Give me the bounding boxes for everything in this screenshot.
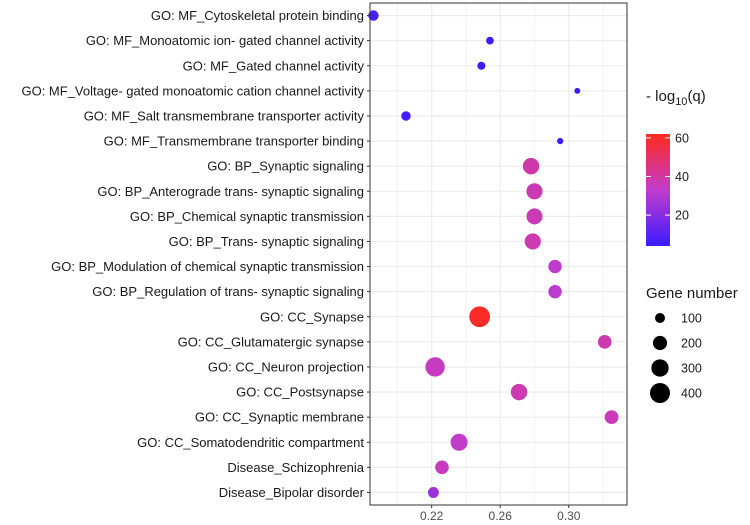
y-tick-label: GO: CC_Neuron projection bbox=[208, 359, 364, 374]
color-bar-ticks: 20 40 60 bbox=[646, 131, 689, 223]
plot-panel bbox=[370, 3, 627, 505]
y-tick-label: GO: MF_Voltage- gated monoatomic cation … bbox=[21, 83, 364, 98]
data-point bbox=[597, 335, 612, 349]
x-axis-ticks: 0.22 0.26 0.30 bbox=[420, 505, 581, 523]
color-bar-tick-label: 20 bbox=[675, 209, 689, 223]
y-tick-label: GO: MF_Cytoskeletal protein binding bbox=[151, 8, 364, 23]
data-point bbox=[450, 433, 468, 451]
y-tick-label: GO: BP_Modulation of chemical synaptic t… bbox=[51, 259, 364, 274]
grid-lines bbox=[370, 3, 627, 505]
x-tick-label: 0.22 bbox=[420, 509, 444, 523]
y-tick-label: GO: MF_Transmembrane transporter binding bbox=[104, 134, 364, 149]
size-legend-point bbox=[652, 335, 668, 351]
data-point bbox=[469, 306, 491, 328]
size-legend-point bbox=[655, 313, 665, 323]
data-point bbox=[526, 183, 543, 200]
data-point bbox=[522, 157, 540, 175]
y-tick-label: GO: BP_Trans- synaptic signaling bbox=[169, 234, 364, 249]
color-legend: - log10(q) 20 40 60 bbox=[646, 88, 706, 246]
x-tick-label: 0.30 bbox=[557, 509, 581, 523]
y-tick-label: GO: CC_Postsynapse bbox=[236, 385, 364, 400]
y-tick-label: GO: CC_Synaptic membrane bbox=[195, 410, 364, 425]
size-legend-label: 300 bbox=[681, 362, 702, 376]
data-point bbox=[557, 137, 564, 145]
size-legend-label: 400 bbox=[681, 387, 702, 401]
y-tick-label: GO: BP_Synaptic signaling bbox=[207, 159, 364, 174]
data-point bbox=[604, 410, 619, 425]
size-legend-point bbox=[651, 359, 669, 377]
data-point bbox=[427, 486, 439, 498]
size-legend: Gene number 100 200 300 400 bbox=[646, 285, 738, 403]
data-point bbox=[548, 259, 562, 274]
data-point bbox=[401, 111, 411, 121]
size-legend-keys: 100 200 300 400 bbox=[650, 312, 702, 403]
size-legend-label: 100 bbox=[681, 312, 702, 326]
color-bar-tick-label: 60 bbox=[675, 131, 689, 145]
data-point bbox=[510, 383, 528, 401]
color-legend-title: - log10(q) bbox=[646, 88, 706, 108]
y-tick-label: GO: MF_Gated channel activity bbox=[183, 58, 365, 73]
data-points bbox=[368, 10, 619, 498]
plot-panel-border bbox=[369, 2, 628, 506]
y-tick-label: GO: MF_Monoatomic ion- gated channel act… bbox=[86, 33, 365, 48]
data-point bbox=[425, 357, 445, 377]
y-tick-label: Disease_Schizophrenia bbox=[227, 460, 364, 475]
data-point bbox=[435, 460, 449, 475]
data-point bbox=[486, 36, 494, 45]
color-bar bbox=[646, 134, 670, 246]
data-point bbox=[524, 233, 541, 250]
y-axis-labels: GO: MF_Cytoskeletal protein binding GO: M… bbox=[21, 8, 370, 500]
size-legend-title: Gene number bbox=[646, 285, 738, 302]
y-tick-label: GO: BP_Regulation of trans- synaptic sig… bbox=[92, 284, 364, 299]
data-point bbox=[574, 87, 581, 94]
size-legend-point bbox=[650, 383, 670, 403]
color-bar-tick-label: 40 bbox=[675, 170, 689, 184]
data-point bbox=[368, 10, 379, 21]
y-tick-label: GO: BP_Anterograde trans- synaptic signa… bbox=[97, 184, 364, 199]
y-tick-label: Disease_Bipolar disorder bbox=[219, 485, 365, 500]
y-tick-label: GO: CC_Glutamatergic synapse bbox=[178, 334, 364, 349]
data-point bbox=[526, 208, 543, 225]
size-legend-label: 200 bbox=[681, 337, 702, 351]
y-tick-label: GO: CC_Somatodendritic compartment bbox=[137, 435, 364, 450]
y-tick-label: GO: MF_Salt transmembrane transporter ac… bbox=[84, 108, 365, 123]
y-tick-label: GO: BP_Chemical synaptic transmission bbox=[130, 209, 364, 224]
x-tick-label: 0.26 bbox=[489, 509, 513, 523]
y-tick-label: GO: CC_Synapse bbox=[260, 309, 364, 324]
data-point bbox=[477, 61, 486, 70]
data-point bbox=[548, 284, 562, 299]
